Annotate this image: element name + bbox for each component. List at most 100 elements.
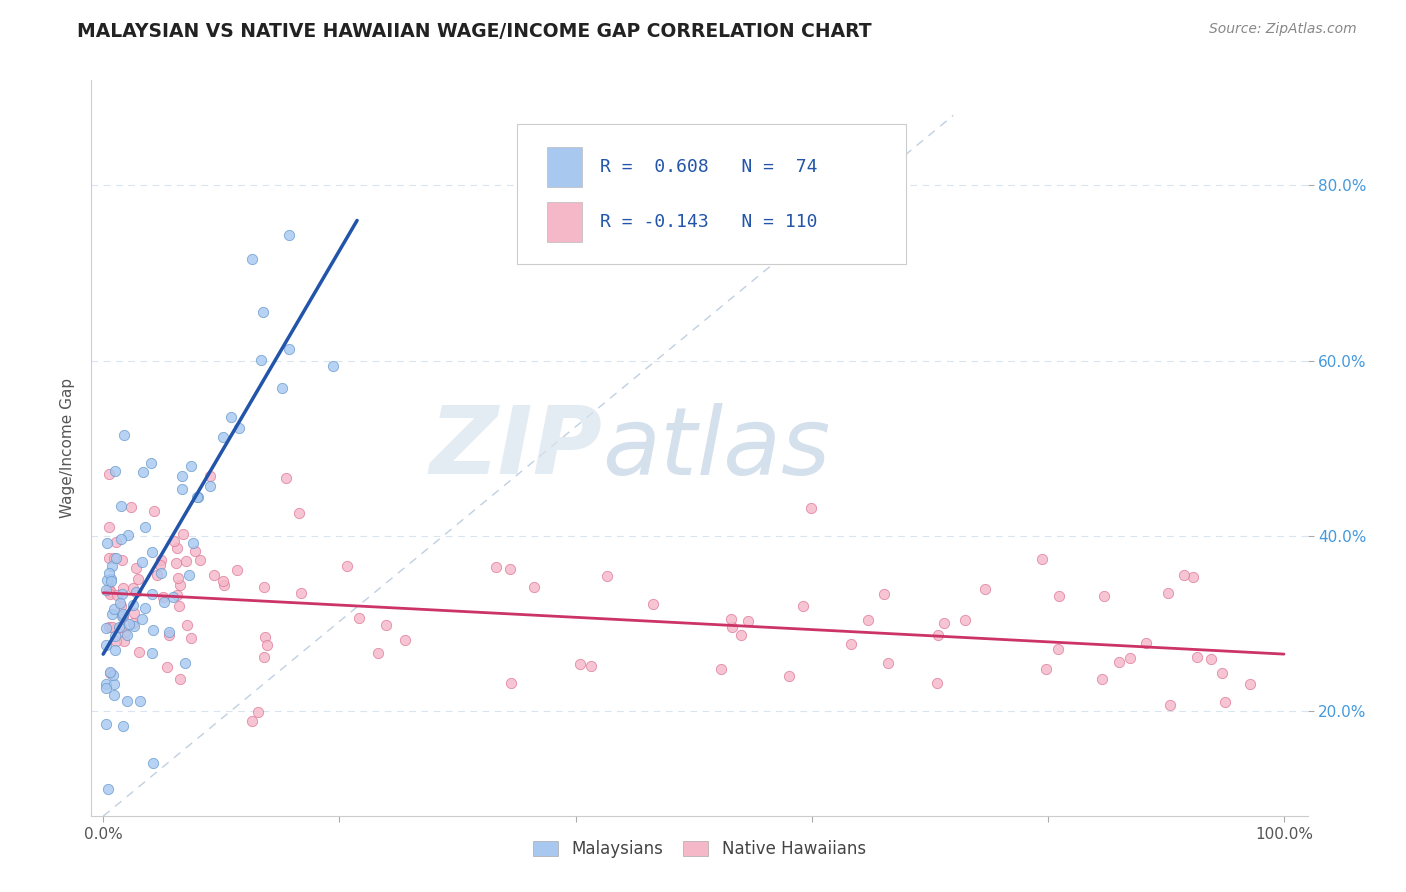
Point <box>117 528 139 542</box>
Point <box>101 667 124 681</box>
Point <box>1157 586 1180 600</box>
Point <box>153 595 176 609</box>
Point <box>103 550 125 565</box>
Point <box>710 662 733 676</box>
Point <box>187 491 209 505</box>
Point <box>1092 589 1115 603</box>
Point <box>212 430 235 444</box>
Point <box>94 639 117 653</box>
Point <box>778 668 800 682</box>
Point <box>169 672 191 686</box>
Point <box>1046 641 1069 656</box>
Point <box>394 633 416 648</box>
Point <box>256 638 278 652</box>
Point <box>166 541 188 556</box>
Point <box>148 558 170 572</box>
Point <box>523 580 546 594</box>
Point <box>174 656 197 670</box>
Point <box>115 694 138 708</box>
Point <box>121 581 143 595</box>
Point <box>96 677 118 691</box>
Point <box>172 527 194 541</box>
Point <box>142 623 165 637</box>
Point <box>97 781 120 796</box>
Point <box>800 501 823 516</box>
Point <box>112 428 135 442</box>
Point <box>134 600 156 615</box>
Point <box>271 381 294 395</box>
Point <box>120 500 142 514</box>
Point <box>162 591 184 605</box>
Point <box>98 582 121 596</box>
Point <box>1181 569 1204 583</box>
Point <box>253 650 276 665</box>
Point <box>240 714 263 729</box>
Point <box>100 620 122 634</box>
Point <box>172 482 194 496</box>
Point <box>155 659 177 673</box>
Point <box>347 610 370 624</box>
Point <box>322 359 344 373</box>
Point <box>117 628 139 642</box>
Point <box>97 566 120 580</box>
Point <box>141 587 163 601</box>
Point <box>101 559 124 574</box>
Point <box>122 619 145 633</box>
Point <box>145 568 167 582</box>
Legend: Malaysians, Native Hawaiians: Malaysians, Native Hawaiians <box>529 835 870 863</box>
Point <box>128 694 150 708</box>
Point <box>166 588 188 602</box>
Point <box>110 500 132 514</box>
Point <box>104 633 127 648</box>
Point <box>169 578 191 592</box>
Point <box>877 657 900 671</box>
Point <box>228 421 250 435</box>
Point <box>792 599 814 614</box>
Point <box>190 553 212 567</box>
Text: R = -0.143   N = 110: R = -0.143 N = 110 <box>600 213 817 231</box>
Point <box>934 616 956 631</box>
Point <box>103 602 125 616</box>
Point <box>277 343 299 357</box>
Point <box>111 587 134 601</box>
Point <box>96 573 118 587</box>
Point <box>367 646 389 660</box>
Point <box>114 626 136 640</box>
Point <box>157 628 180 642</box>
FancyBboxPatch shape <box>517 124 907 264</box>
Point <box>252 305 274 319</box>
Point <box>730 627 752 641</box>
Point <box>112 633 135 648</box>
Point <box>111 609 134 624</box>
Point <box>111 581 134 595</box>
Point <box>132 465 155 479</box>
Point <box>1185 650 1208 665</box>
Point <box>254 630 277 644</box>
Point <box>163 533 186 548</box>
Point <box>1047 589 1070 603</box>
Point <box>253 580 276 594</box>
Point <box>98 587 121 601</box>
Point <box>374 618 396 632</box>
Point <box>212 574 235 588</box>
Point <box>118 616 141 631</box>
Point <box>737 614 759 628</box>
Point <box>579 659 602 673</box>
Text: atlas: atlas <box>602 402 831 494</box>
Point <box>96 535 118 549</box>
Point <box>122 606 145 620</box>
FancyBboxPatch shape <box>547 202 582 242</box>
Point <box>641 597 664 611</box>
Point <box>139 456 162 470</box>
Point <box>94 621 117 635</box>
Point <box>98 620 121 634</box>
Point <box>278 228 301 243</box>
Point <box>246 705 269 719</box>
Point <box>290 585 312 599</box>
Point <box>872 587 894 601</box>
Point <box>202 568 225 582</box>
Point <box>1201 651 1223 665</box>
Text: ZIP: ZIP <box>429 402 602 494</box>
Point <box>149 566 172 580</box>
Point <box>134 520 156 534</box>
